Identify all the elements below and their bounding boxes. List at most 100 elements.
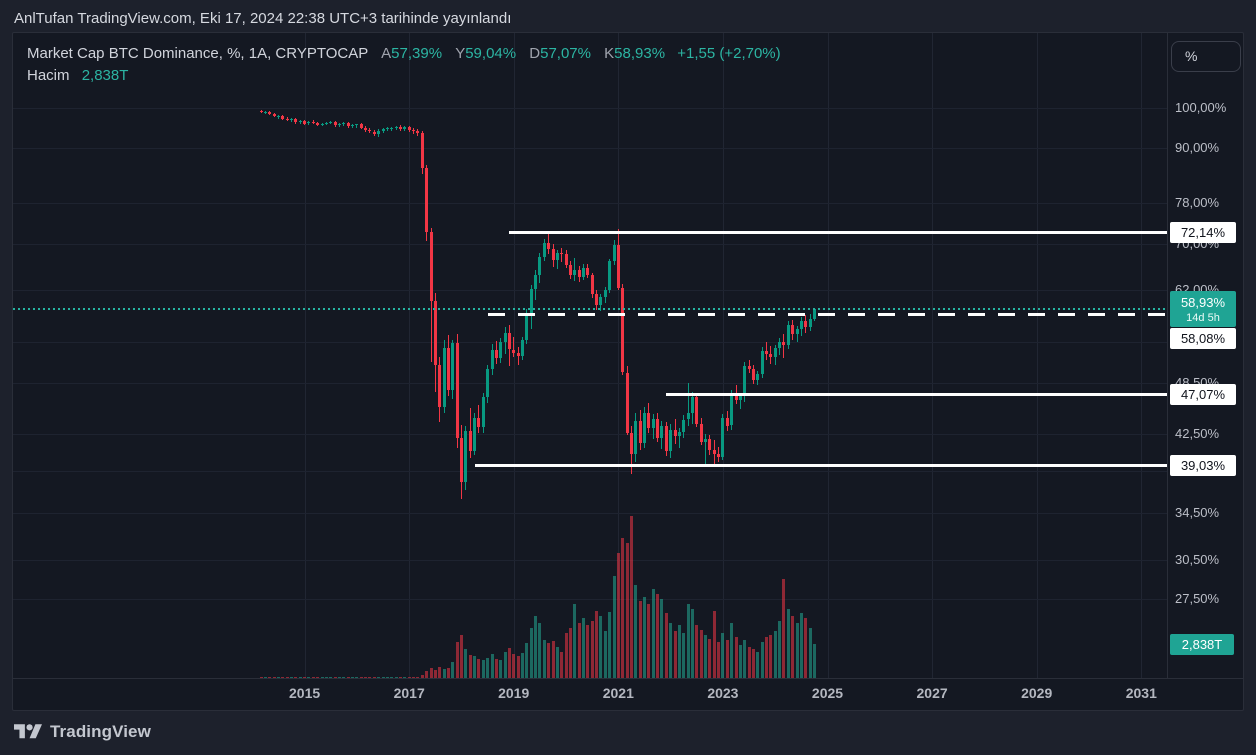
- volume-bar: [433, 670, 437, 678]
- horizontal-line-drawing[interactable]: [474, 464, 1167, 468]
- candle: [294, 118, 298, 123]
- footer-branding[interactable]: TradingView: [14, 721, 151, 743]
- horizontal-line-drawing[interactable]: [487, 313, 1167, 317]
- candle: [368, 130, 372, 132]
- price-line-badge: 39,03%: [1170, 455, 1236, 477]
- volume-bar: [664, 613, 668, 678]
- volume-bar: [416, 676, 420, 678]
- candle: [403, 127, 407, 130]
- volume-bar: [808, 627, 812, 678]
- candle: [677, 431, 681, 437]
- volume-bar: [708, 638, 712, 678]
- candle: [708, 438, 712, 450]
- volume-bar: [773, 631, 777, 678]
- gridline-horizontal: [13, 342, 1167, 344]
- time-axis-label: 2023: [707, 685, 739, 701]
- gridline-horizontal: [13, 433, 1167, 435]
- volume-bar: [638, 601, 642, 678]
- candle: [507, 332, 511, 350]
- gridline-vertical: [827, 33, 829, 678]
- volume-bar: [494, 658, 498, 678]
- volume-bar: [398, 677, 402, 678]
- volume-bar: [586, 625, 590, 678]
- chart-pane[interactable]: [13, 33, 1167, 678]
- candle: [664, 426, 668, 451]
- price-axis[interactable]: % 58,93% 14d 5h 2,838T 100,00% 90,00% 78,0…: [1168, 33, 1244, 678]
- chart-legend[interactable]: Market Cap BTC Dominance, %, 1A, CRYPTOC…: [27, 43, 781, 86]
- candle: [547, 242, 551, 249]
- candle: [486, 369, 490, 397]
- percent-scale-button[interactable]: %: [1171, 41, 1241, 72]
- horizontal-line-drawing[interactable]: [666, 393, 1167, 397]
- volume-bar: [438, 667, 442, 678]
- symbol-description[interactable]: Market Cap BTC Dominance, %, 1A, CRYPTOC…: [27, 45, 368, 62]
- price-tick-label: 27,50%: [1175, 591, 1220, 607]
- volume-bar: [320, 677, 324, 678]
- volume-bar: [756, 651, 760, 678]
- candle: [473, 417, 476, 451]
- candle: [568, 264, 572, 275]
- current-price-value: 58,93%: [1180, 294, 1226, 310]
- candle-wick: [783, 334, 785, 358]
- candle: [734, 394, 738, 401]
- candle: [638, 421, 642, 443]
- candle: [494, 350, 498, 359]
- volume-bar: [490, 654, 494, 678]
- candle: [542, 242, 546, 257]
- candle: [577, 270, 581, 278]
- gridline-vertical: [618, 33, 620, 678]
- candle: [516, 353, 520, 356]
- horizontal-line-drawing[interactable]: [509, 230, 1167, 234]
- price-line-badge: 47,07%: [1170, 384, 1236, 406]
- gridline-horizontal: [13, 471, 1167, 473]
- candle: [412, 129, 415, 132]
- volume-bar: [656, 594, 660, 678]
- volume-bar: [507, 648, 511, 678]
- tradingview-logo-icon: [14, 721, 42, 743]
- candle: [538, 257, 542, 275]
- candle-wick: [395, 125, 397, 130]
- candle: [329, 121, 333, 123]
- candle: [695, 396, 699, 424]
- candle: [756, 374, 760, 381]
- price-tick-label: 42,50%: [1175, 425, 1220, 441]
- time-axis[interactable]: 2015 2017 2019 2021 2023 2025 2027 2029 2031: [13, 679, 1243, 710]
- candle: [290, 118, 293, 120]
- volume-bar: [333, 677, 337, 678]
- volume-label[interactable]: Hacim: [27, 67, 70, 84]
- volume-bar: [725, 639, 729, 678]
- volume-bar: [525, 643, 529, 678]
- candle: [460, 438, 463, 483]
- candle: [712, 450, 716, 454]
- volume-bar: [686, 603, 690, 678]
- candle: [464, 430, 468, 483]
- volume-bar: [346, 677, 350, 678]
- candle: [342, 123, 346, 125]
- volume-bar: [551, 640, 555, 678]
- candle: [778, 341, 782, 349]
- candle: [634, 421, 638, 454]
- price-tick-label: 30,50%: [1175, 551, 1220, 567]
- candle: [521, 340, 524, 356]
- volume-bar: [259, 677, 263, 678]
- candle: [372, 131, 376, 134]
- price-tick-label: 78,00%: [1175, 194, 1220, 210]
- volume-bar: [669, 622, 673, 678]
- volume-bar: [303, 677, 307, 678]
- time-axis-label: 2015: [289, 685, 321, 701]
- gridline-horizontal: [13, 383, 1167, 385]
- gridline-horizontal: [13, 202, 1167, 204]
- time-axis-label: 2017: [393, 685, 425, 701]
- candle: [303, 121, 307, 124]
- gridline-vertical: [1141, 33, 1143, 678]
- tradingview-wordmark: TradingView: [50, 722, 151, 741]
- legend-volume-row: Hacim 2,838T: [27, 65, 781, 86]
- volume-bar: [290, 677, 293, 678]
- candle: [337, 123, 341, 126]
- gridline-vertical: [304, 33, 306, 678]
- volume-bar: [364, 677, 368, 678]
- volume-bar: [621, 537, 625, 678]
- volume-bar: [403, 677, 407, 678]
- candle: [651, 418, 655, 429]
- volume-bar: [595, 610, 598, 678]
